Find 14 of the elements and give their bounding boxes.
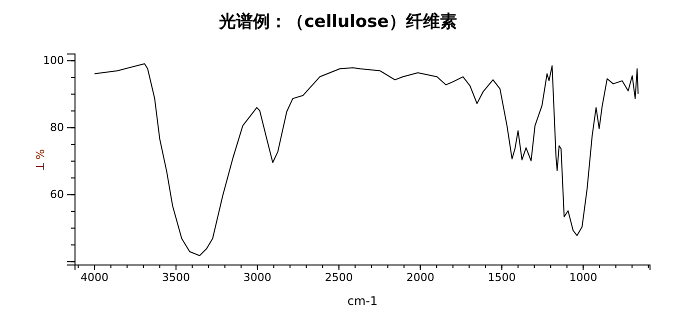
x-tick-label: 3000 — [243, 270, 272, 284]
y-tick-label: 60 — [50, 188, 64, 202]
line-series — [94, 63, 639, 256]
x-tick-label: 2000 — [406, 270, 434, 284]
x-tick-label: 3500 — [162, 270, 190, 284]
y-axis-title: % T — [33, 149, 46, 170]
x-axis-title: cm-1 — [347, 294, 378, 308]
chart-title: 光谱例：（cellulose）纤维素 — [218, 12, 457, 32]
x-tick-label: 1000 — [569, 270, 598, 284]
x-tick-label: 1500 — [488, 270, 516, 284]
y-tick-label: 100 — [43, 54, 64, 68]
x-tick-label: 4000 — [80, 270, 109, 284]
y-tick-label: 80 — [50, 121, 64, 134]
x-tick-label: 2500 — [324, 270, 353, 284]
